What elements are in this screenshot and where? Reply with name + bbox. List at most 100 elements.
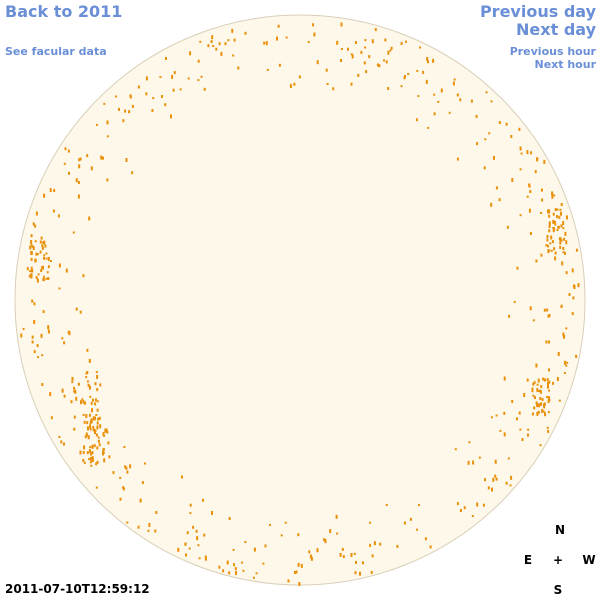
compass-west: W	[582, 553, 596, 567]
facula	[532, 394, 535, 397]
facula	[535, 401, 538, 405]
facula	[385, 504, 388, 506]
facula	[173, 71, 176, 75]
facula	[67, 149, 70, 153]
facula	[554, 223, 557, 226]
facula	[510, 475, 513, 480]
next-hour-link[interactable]: Next hour	[534, 58, 597, 71]
facula	[307, 41, 310, 44]
facula	[92, 398, 94, 402]
facula	[53, 189, 56, 192]
facula	[419, 46, 421, 49]
facula	[241, 561, 244, 564]
facula	[332, 87, 335, 91]
facula	[79, 157, 82, 161]
facula	[515, 417, 518, 421]
facula	[490, 202, 493, 207]
facula	[548, 340, 550, 344]
compass-east: E	[523, 553, 533, 567]
facula	[547, 429, 550, 433]
facula	[424, 537, 427, 541]
facula	[519, 168, 522, 171]
facula	[562, 221, 565, 226]
facula	[131, 104, 134, 108]
facula	[385, 60, 388, 64]
facular-link[interactable]: See facular data	[5, 45, 107, 58]
facula	[74, 389, 77, 394]
facula	[85, 432, 88, 437]
facula	[553, 247, 556, 251]
facula	[562, 247, 565, 250]
facula	[47, 329, 50, 334]
facula	[552, 227, 555, 229]
previous-day-link[interactable]: Previous day	[479, 2, 596, 21]
facula	[566, 361, 569, 364]
facula	[88, 385, 91, 390]
facula	[295, 570, 298, 574]
facula	[561, 261, 564, 266]
facula	[83, 420, 86, 424]
facula	[495, 477, 498, 481]
facula	[52, 209, 55, 213]
facula	[151, 109, 154, 112]
facula	[79, 450, 82, 455]
facula	[476, 502, 479, 507]
facula	[575, 248, 578, 252]
facula	[96, 446, 99, 450]
facula	[63, 394, 66, 398]
facula	[232, 548, 235, 551]
facula	[425, 79, 428, 84]
facula	[551, 240, 554, 244]
previous-hour-link[interactable]: Previous hour	[509, 45, 596, 58]
facula	[102, 156, 104, 160]
facula	[137, 85, 140, 89]
facula	[329, 529, 332, 534]
facula	[91, 444, 94, 449]
facula	[365, 70, 368, 74]
facula	[508, 314, 511, 318]
facula	[71, 376, 74, 381]
facula	[293, 82, 296, 86]
facula	[33, 302, 36, 306]
facula	[572, 296, 575, 300]
facula	[36, 344, 39, 348]
facula	[137, 525, 140, 529]
facula	[476, 142, 479, 146]
facula	[308, 550, 311, 554]
facula	[30, 257, 33, 261]
facula	[89, 446, 92, 449]
facula	[99, 383, 102, 387]
facula	[505, 481, 508, 485]
facula	[68, 171, 70, 175]
facula	[407, 73, 410, 75]
facula	[294, 571, 296, 574]
facula	[562, 227, 565, 230]
facula	[46, 271, 49, 274]
back-link[interactable]: Back to 2011	[5, 2, 123, 21]
facula	[422, 70, 425, 74]
facula	[527, 433, 529, 437]
facula	[418, 504, 420, 507]
facula	[82, 400, 85, 404]
facula	[255, 572, 258, 575]
facula	[396, 544, 399, 548]
facula	[39, 240, 42, 244]
facula	[95, 398, 97, 402]
facula	[400, 42, 403, 45]
facula	[518, 127, 521, 131]
facula	[543, 308, 546, 312]
facula	[71, 381, 74, 384]
facula	[383, 59, 385, 62]
facula	[89, 427, 92, 431]
facula	[316, 60, 319, 65]
facula	[30, 244, 33, 247]
facula	[403, 76, 406, 80]
facula	[532, 382, 535, 386]
facula	[43, 275, 45, 278]
facula	[485, 91, 488, 94]
facula	[86, 451, 89, 455]
compass-south: S	[553, 583, 563, 597]
facula	[65, 268, 68, 273]
facula	[218, 565, 221, 569]
next-day-link[interactable]: Next day	[516, 20, 596, 39]
